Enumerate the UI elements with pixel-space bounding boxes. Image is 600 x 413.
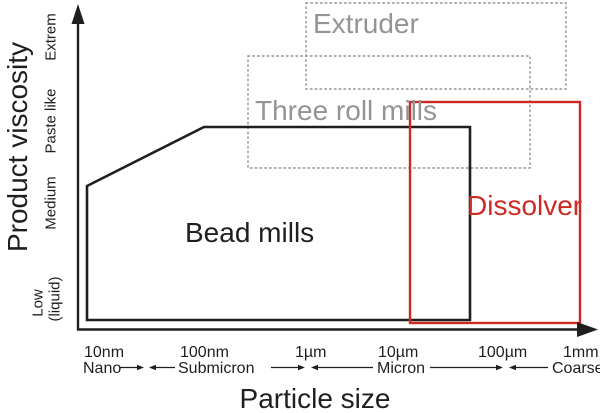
three-roll-mills-region-box — [247, 55, 531, 169]
x-axis-title: Particle size — [240, 383, 391, 413]
x-tick-100nm: 100nm — [180, 344, 229, 361]
dissolver-region-box — [408, 100, 582, 325]
extruder-region-box — [305, 2, 567, 90]
y-level-paste-like: Paste like — [42, 88, 59, 153]
x-range-coarse: Coarse — [552, 360, 600, 377]
y-axis — [71, 4, 85, 330]
range-boundary3-right-arrow-icon — [496, 364, 503, 371]
x-tick-1mm: 1mm — [563, 344, 599, 361]
x-range-nano: Nano — [83, 360, 121, 377]
y-level-low-line1: Low — [29, 289, 46, 317]
dissolver-label: Dissolver — [467, 190, 582, 221]
x-axis — [77, 322, 598, 337]
bead-mills-region-outline — [85, 125, 472, 322]
y-level-medium: Medium — [42, 176, 59, 229]
x-axis-tick-labels: 10nm 100nm 1µm 10µm 100µm 1mm — [84, 344, 599, 361]
range-boundary2-right-arrow-icon — [298, 364, 305, 371]
y-axis-arrowhead-icon — [71, 4, 85, 24]
x-axis-arrowhead-icon — [577, 322, 598, 337]
three-roll-mills-label: Three roll mills — [255, 95, 437, 126]
y-level-extreme: Extrem — [42, 13, 59, 61]
x-tick-1um: 1µm — [295, 344, 326, 361]
bead-mills-label: Bead mills — [185, 217, 314, 248]
extruder-label: Extruder — [313, 8, 419, 39]
x-range-submicron: Submicron — [178, 360, 254, 377]
range-boundary1-left-arrow-icon — [149, 364, 156, 371]
x-axis-range-labels: Nano Submicron Micron Coarse — [83, 360, 600, 377]
range-boundary2-left-arrow-icon — [311, 364, 318, 371]
x-tick-10um: 10µm — [378, 344, 418, 361]
x-tick-100um: 100µm — [478, 344, 527, 361]
x-tick-10nm: 10nm — [84, 344, 124, 361]
y-level-low-line2: (liquid) — [46, 276, 63, 321]
y-axis-title: Product viscosity — [2, 42, 33, 252]
x-range-micron: Micron — [377, 360, 425, 377]
range-boundary1-right-arrow-icon — [137, 364, 144, 371]
range-boundary3-left-arrow-icon — [509, 364, 516, 371]
